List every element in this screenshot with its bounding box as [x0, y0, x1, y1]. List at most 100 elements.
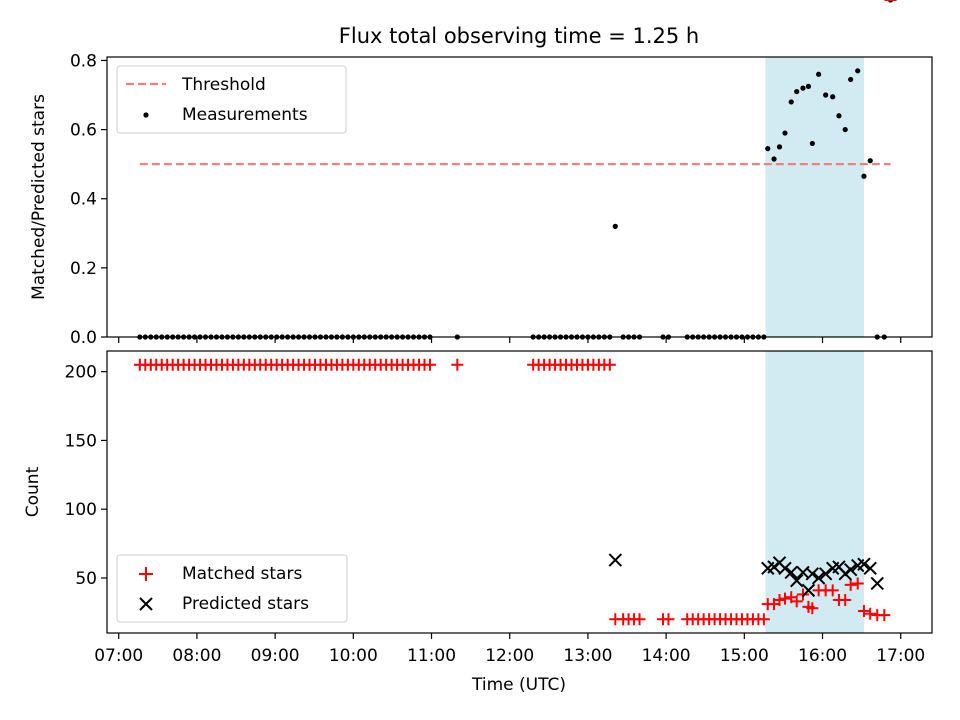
matched-star-point	[851, 577, 864, 590]
matched-star-point	[773, 593, 786, 606]
measurement-point	[782, 130, 788, 136]
measurement-point	[805, 83, 812, 89]
top-legend: Threshold Measurements	[116, 65, 347, 134]
measurement-point	[855, 68, 861, 74]
matched-star-point	[839, 593, 852, 606]
legend-predicted-swatch	[139, 597, 153, 611]
x-tick-label: 16:00	[798, 646, 847, 666]
legend-measurements-label: Measurements	[182, 105, 308, 125]
legend-measurements-swatch	[143, 112, 149, 118]
x-axis-label: Time (UTC)	[471, 675, 566, 695]
measurement-point	[765, 146, 771, 152]
predicted-star-point	[608, 553, 623, 567]
measurement-point	[830, 94, 836, 100]
matched-star-point	[878, 609, 891, 622]
x-tick-label: 07:00	[94, 646, 143, 666]
predicted-star-point	[843, 563, 858, 577]
predicted-star-point	[870, 576, 884, 591]
predicted-star-stroke-b	[778, 561, 792, 576]
legend-matched-swatch	[139, 567, 153, 581]
x-tick-label: 14:00	[642, 646, 691, 666]
predicted-star-stroke-b	[608, 553, 623, 567]
matched-star-point	[778, 592, 791, 605]
y-tick-label: 0.6	[70, 121, 97, 141]
y-tick-label: 100	[65, 500, 97, 520]
predicted-star-point	[805, 567, 820, 581]
y-tick-label: 0.2	[70, 259, 97, 279]
measurement-point	[836, 113, 842, 119]
y-tick-label: 0.4	[70, 190, 97, 210]
predicted-star-stroke-b	[790, 574, 804, 588]
x-tick-label: 09:00	[251, 646, 300, 666]
y-tick-label: 200	[65, 363, 97, 383]
predicted-star-point	[811, 571, 826, 585]
predicted-star-point	[790, 574, 804, 588]
bottom-y-axis-label: Count	[23, 466, 43, 517]
predicted-star-point	[863, 561, 877, 576]
top-y-axis-label: Matched/Predicted stars	[29, 94, 49, 300]
predicted-star-stroke-b	[805, 567, 820, 581]
predicted-star-stroke-b	[863, 561, 877, 576]
measurement-point	[794, 88, 800, 95]
top-legend-box	[116, 65, 347, 134]
predicted-star-point	[818, 567, 833, 581]
x-tick-label: 08:00	[172, 646, 221, 666]
x-tick-label: 10:00	[329, 646, 378, 666]
predicted-star-point	[784, 565, 798, 580]
y-tick-label: 150	[65, 431, 97, 451]
legend-predicted-label: Predicted stars	[182, 594, 309, 614]
predicted-star-stroke-b	[818, 567, 833, 581]
predicted-star-stroke-b	[811, 571, 826, 585]
predicted-star-point	[801, 583, 816, 598]
measurement-point	[848, 76, 854, 83]
predicted-stars-series	[608, 553, 884, 598]
measurement-point	[776, 144, 783, 150]
legend-matched-label: Matched stars	[182, 564, 302, 584]
predicted-star-stroke-b	[843, 563, 858, 577]
measurement-point	[771, 156, 777, 162]
matched-star-point	[844, 578, 857, 591]
measurement-point	[788, 99, 794, 105]
measurement-point	[842, 126, 848, 133]
matched-star-point	[857, 604, 870, 617]
measurement-point	[861, 173, 867, 179]
predicted-star-point	[857, 557, 871, 571]
top-y-axis: 0.0 0.2 0.4 0.6 0.8	[70, 51, 107, 348]
x-tick-label: 11:00	[407, 646, 456, 666]
predicted-star-stroke-b	[832, 560, 846, 574]
matched-star-point	[757, 613, 770, 626]
predicted-star-stroke-b	[801, 583, 816, 598]
measurement-point	[809, 140, 815, 147]
top-shaded-interval	[765, 57, 864, 337]
measurement-point	[816, 71, 822, 77]
x-tick-label: 15:00	[720, 646, 769, 666]
measurement-point	[612, 223, 618, 229]
top-x-ticks	[118, 337, 902, 343]
matched-star-point	[603, 358, 616, 371]
measurement-point	[823, 92, 829, 98]
bottom-axes-frame	[106, 350, 933, 634]
matched-star-point	[662, 613, 675, 626]
bottom-legend: Matched stars Predicted stars	[116, 554, 348, 623]
predicted-star-stroke-b	[784, 565, 798, 580]
matched-star-point	[633, 613, 646, 626]
matched-star-point	[423, 358, 436, 371]
legend-threshold-label: Threshold	[181, 75, 266, 95]
bottom-y-axis: 50 100 150 200	[65, 363, 107, 589]
matched-star-point	[864, 607, 877, 620]
x-tick-label: 12:00	[485, 646, 534, 666]
y-tick-label: 0.0	[70, 328, 97, 348]
bottom-panel: 50 100 150 200 07:00 08:00 09:00 10:00 11:00 12:…	[23, 0, 933, 695]
bottom-x-axis: 07:00 08:00 09:00 10:00 11:00 12:00 13:00 14:00…	[94, 633, 925, 666]
predicted-star-point	[778, 561, 792, 576]
x-tick-label: 13:00	[563, 646, 612, 666]
matched-star-point	[790, 595, 803, 608]
predicted-star-stroke-b	[870, 576, 884, 591]
measurement-point	[867, 158, 873, 164]
top-panel: 0.00.20.40.60.8 Matched/Predicted stars …	[29, 0, 933, 348]
y-tick-label: 0.8	[70, 51, 97, 71]
top-axes-frame	[106, 56, 933, 338]
y-tick-label: 50	[75, 569, 97, 589]
bottom-shaded-interval	[765, 351, 864, 633]
